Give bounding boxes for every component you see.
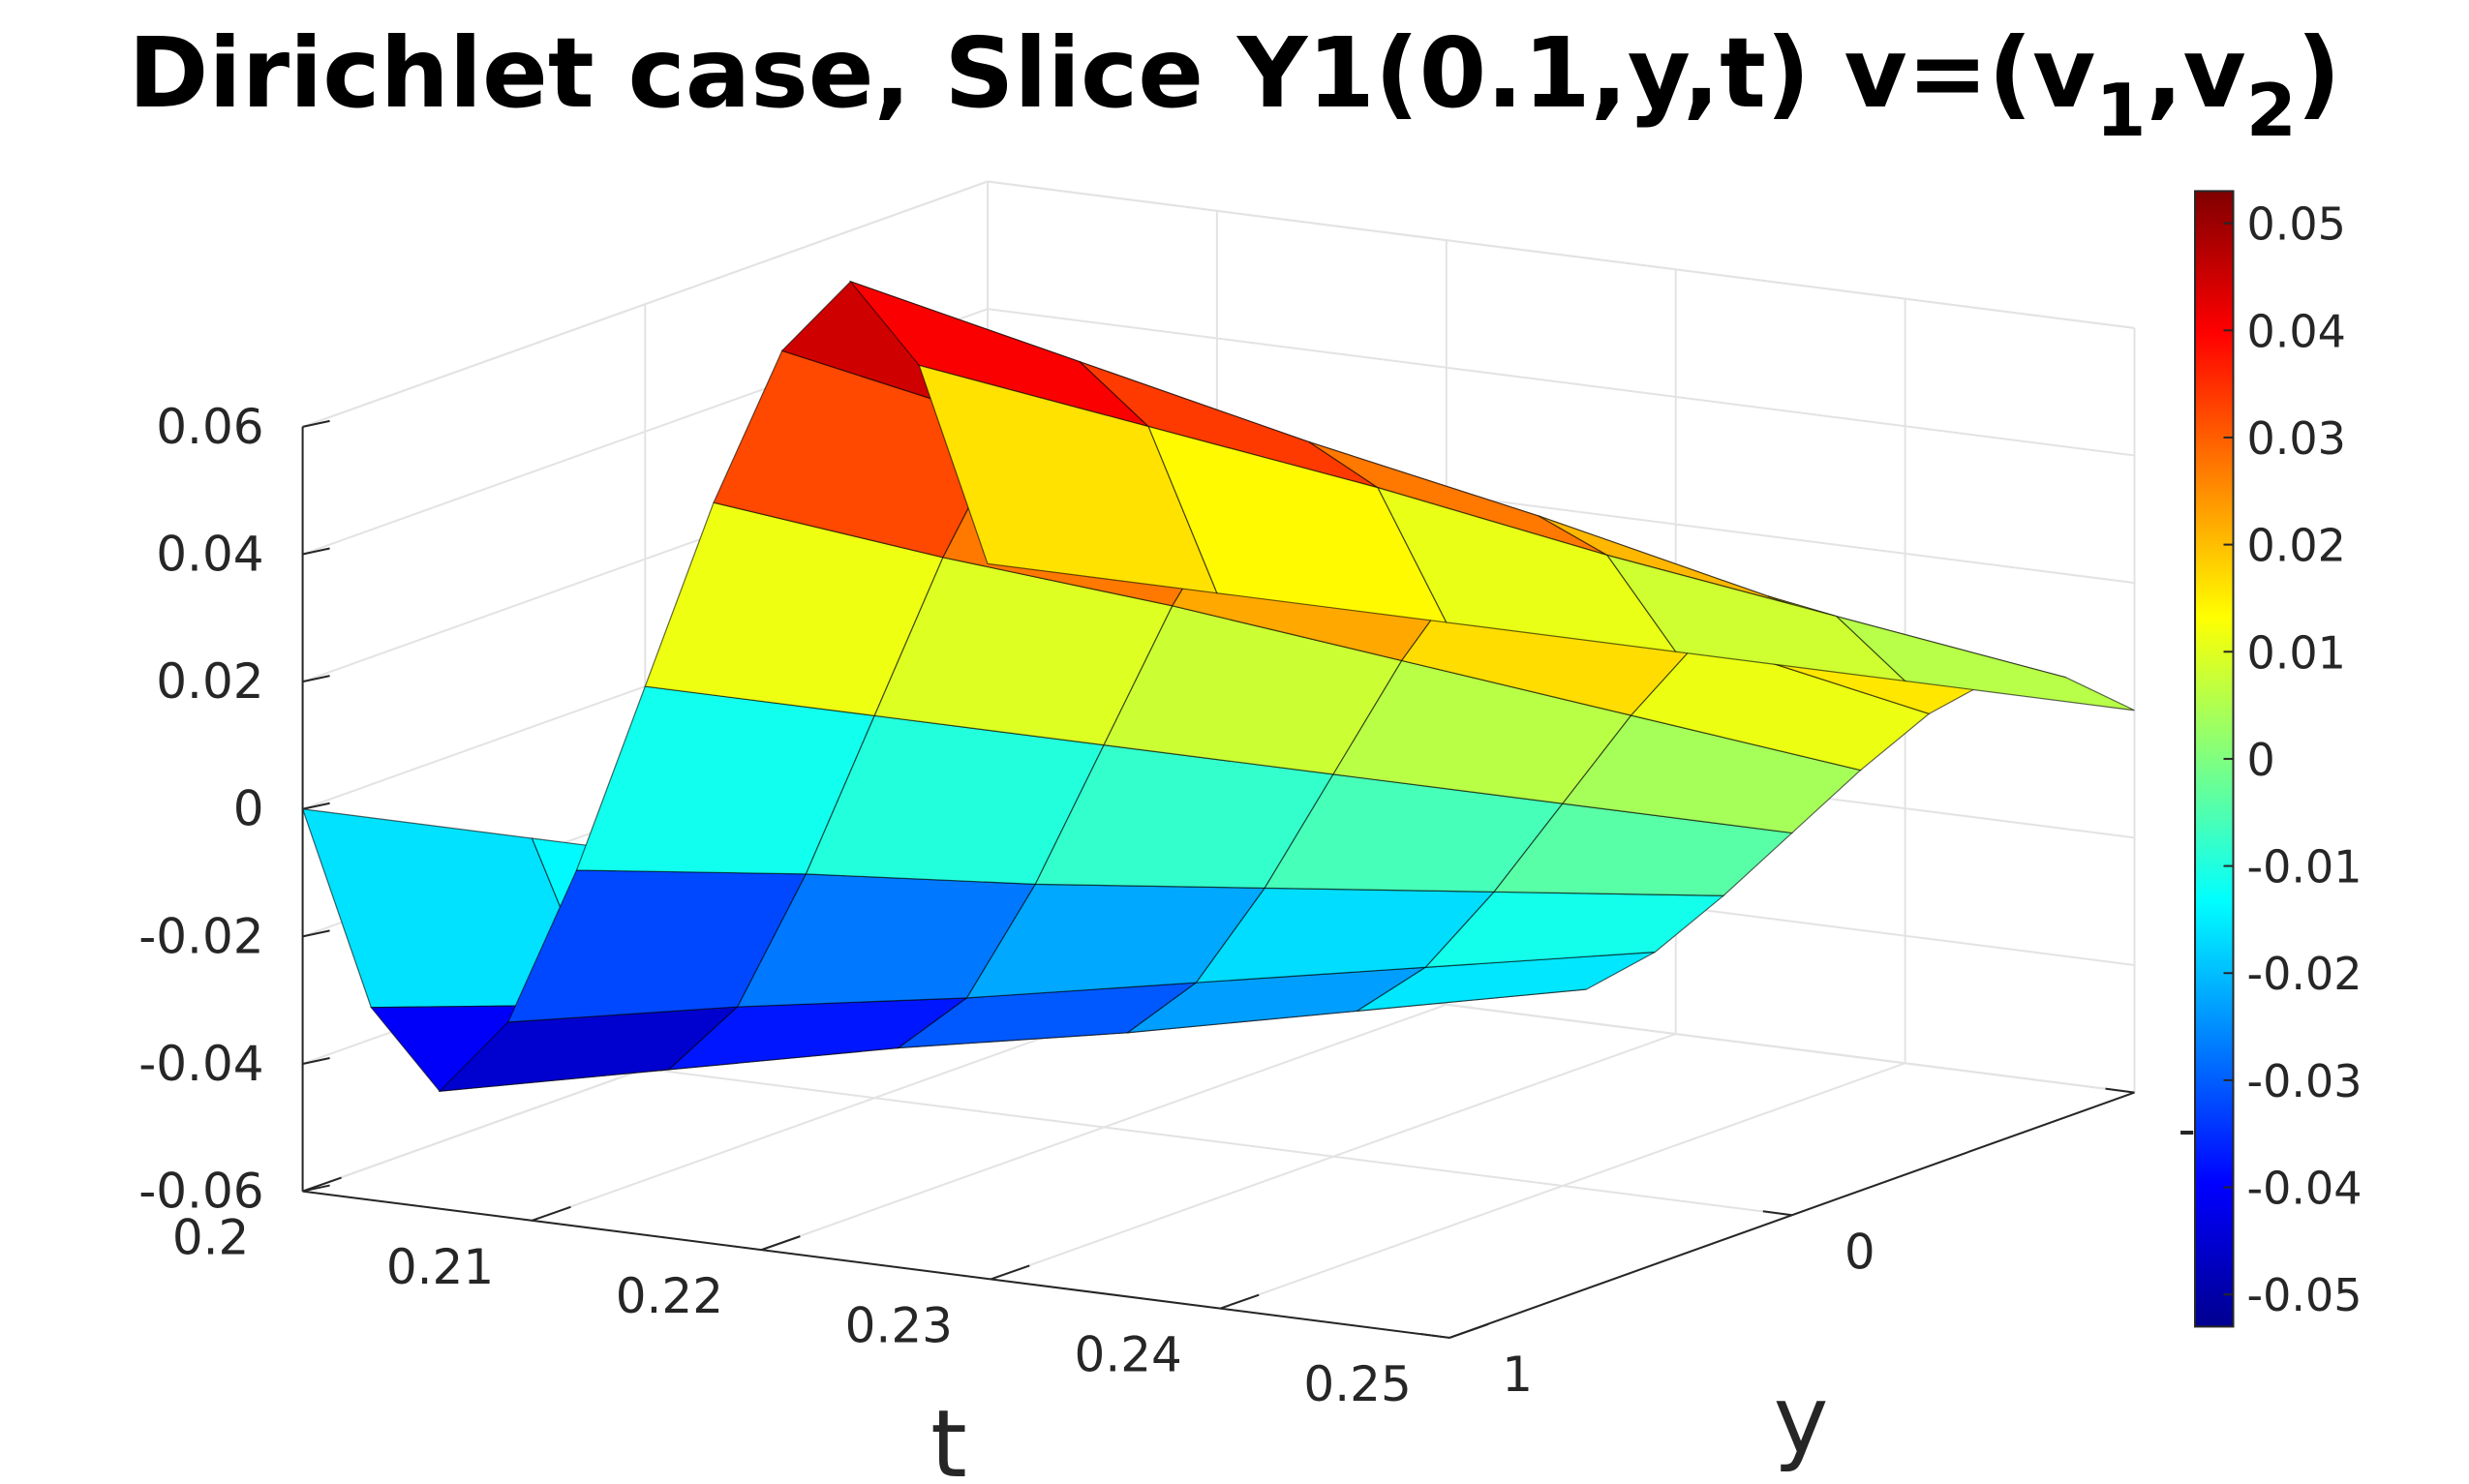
x-tick-label: 0.25 [1303,1356,1411,1412]
x-tick [532,1205,571,1222]
colorbar-tick-label: -0.05 [2247,1269,2362,1321]
surface [301,280,2135,1093]
z-tick [302,419,330,428]
axes: -0.06 -0.04 -0.02 0 0.02 0.04 0.06 0.2 0.21 0.22 0… [138,399,2226,1412]
colorbar-tick-label: -0.02 [2247,948,2362,1000]
z-tick [302,1056,330,1065]
colorbar-tick-label: 0.02 [2247,520,2346,572]
y-tick-label: 1 [1502,1347,1533,1403]
colorbar-tick-label: 0.03 [2247,412,2346,465]
title-part: ,v [2147,16,2246,130]
y-tick [2105,1087,2135,1094]
x-tick [302,1176,342,1193]
colorbar: -0.05 -0.04 -0.03 -0.02 -0.01 0 0.01 0.02 0.03 0.… [2194,190,2362,1328]
z-tick [302,675,330,683]
colorbar-tick-label: 0 [2247,734,2275,786]
x-tick [990,1264,1030,1281]
colorbar-tick-label: 0.05 [2247,198,2346,251]
z-tick-label: 0 [233,781,264,837]
x-axis [302,1190,1450,1339]
x-tick-label: 0.23 [845,1297,953,1353]
title-subscript: 2 [2246,68,2297,153]
x-tick-label: 0.22 [616,1268,723,1324]
x-tick [1219,1293,1260,1310]
z-tick [302,802,330,810]
x-tick-label: 0.24 [1075,1327,1182,1383]
chart-title: Dirichlet case, Slice Y1(0.1,y,t) v=(v1,… [128,16,2340,153]
colorbar-tick-label: -0.01 [2247,841,2362,893]
x-tick-label: 0.21 [386,1239,494,1295]
z-tick-label: -0.04 [138,1036,263,1092]
z-tick [302,547,330,556]
z-grid-line [302,180,2135,428]
title-subscript: 1 [2095,68,2146,153]
surface-patch [1836,616,2135,712]
y-axis-label: y [1774,1366,1829,1474]
colorbar-tick-label: -0.04 [2247,1163,2362,1215]
title-part: Dirichlet case, Slice Y1(0.1,y,t) v=(v [128,16,2095,130]
z-tick-label: 0.02 [156,653,263,710]
x-tick [761,1235,801,1252]
z-tick-label: 0.04 [156,527,263,583]
z-tick-label: 0.06 [156,399,263,455]
y-tick-label: 0 [1844,1224,1875,1280]
z-tick-label: -0.06 [138,1164,263,1220]
y-tick [1419,1332,1450,1339]
x-axis-label: t [930,1390,967,1484]
z-tick [302,929,330,938]
title-part: ) [2297,16,2341,130]
x-tick-label: 0.2 [172,1210,250,1266]
colorbar-tick-label: 0.04 [2247,305,2346,357]
colorbar-tick-label: -0.03 [2247,1055,2362,1107]
colorbar-tick-label: 0.01 [2247,626,2346,679]
y-tick [1762,1210,1792,1217]
z-tick-label: -0.02 [138,908,263,964]
